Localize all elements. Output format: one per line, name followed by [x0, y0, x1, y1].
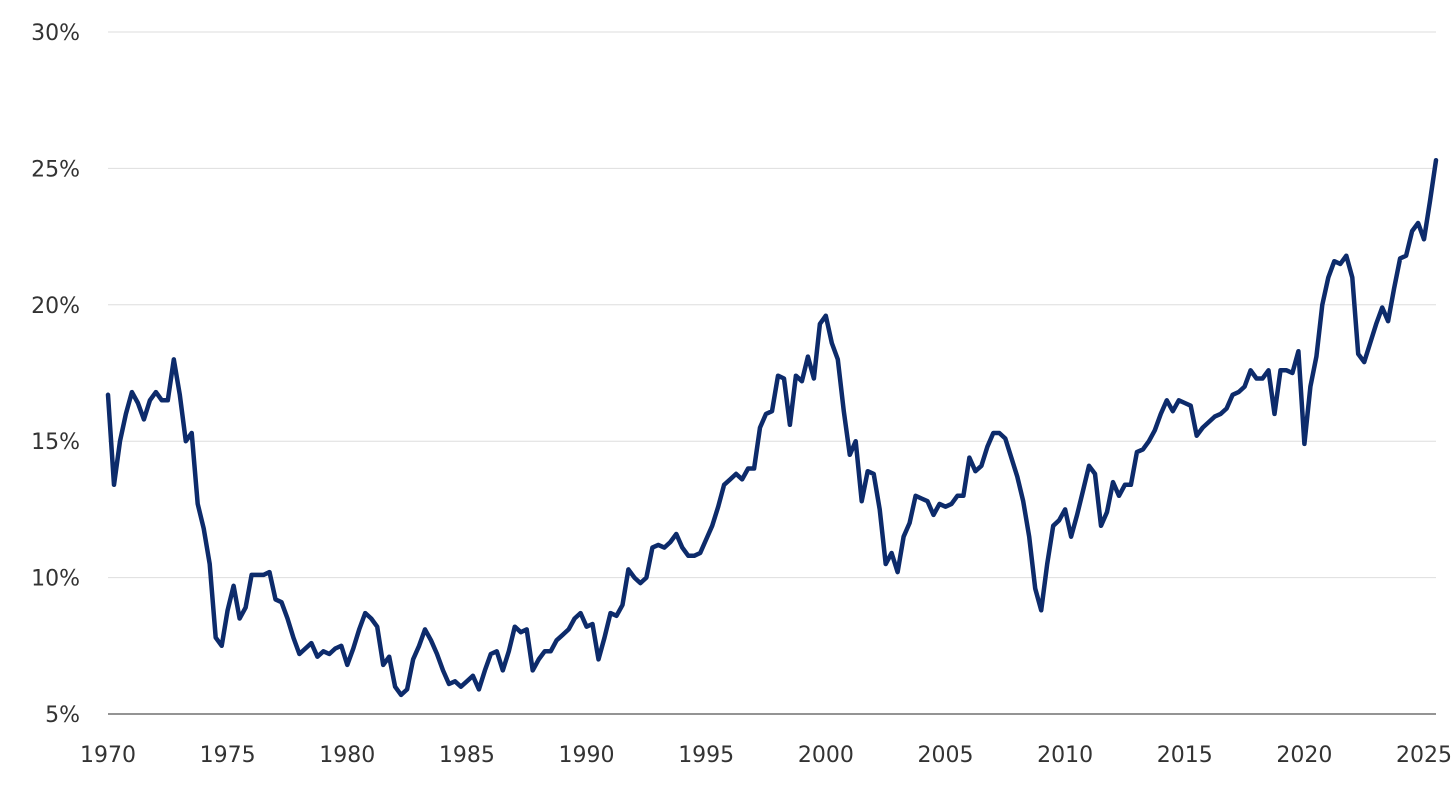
x-tick-label: 1985 — [439, 743, 495, 768]
x-tick-label: 2020 — [1276, 743, 1332, 768]
x-tick-label: 1970 — [80, 743, 136, 768]
gridlines — [108, 31, 1436, 579]
y-tick-label: 25% — [31, 157, 80, 182]
x-tick-label: 2025 — [1396, 743, 1452, 768]
y-tick-label: 5% — [45, 703, 80, 728]
x-tick-label: 2015 — [1157, 743, 1213, 768]
series-layer — [105, 157, 1439, 698]
x-tick-label: 1990 — [559, 743, 615, 768]
x-tick-label: 2000 — [798, 743, 854, 768]
x-tick-label: 1980 — [319, 743, 375, 768]
y-tick-label: 30% — [31, 21, 80, 46]
x-tick-label: 1995 — [678, 743, 734, 768]
x-tick-label: 2005 — [917, 743, 973, 768]
y-axis-tick-labels: 5% 10% 15% 20% 25% 30% — [31, 21, 80, 728]
x-tick-label: 2010 — [1037, 743, 1093, 768]
y-tick-label: 15% — [31, 430, 80, 455]
y-tick-label: 20% — [31, 294, 80, 319]
series-line-0 — [105, 157, 1439, 698]
x-tick-label: 1975 — [200, 743, 256, 768]
x-axis-tick-labels: 1970 1975 1980 1985 1990 1995 2000 2005 2010 2015… — [80, 743, 1452, 768]
y-tick-label: 10% — [31, 567, 80, 592]
